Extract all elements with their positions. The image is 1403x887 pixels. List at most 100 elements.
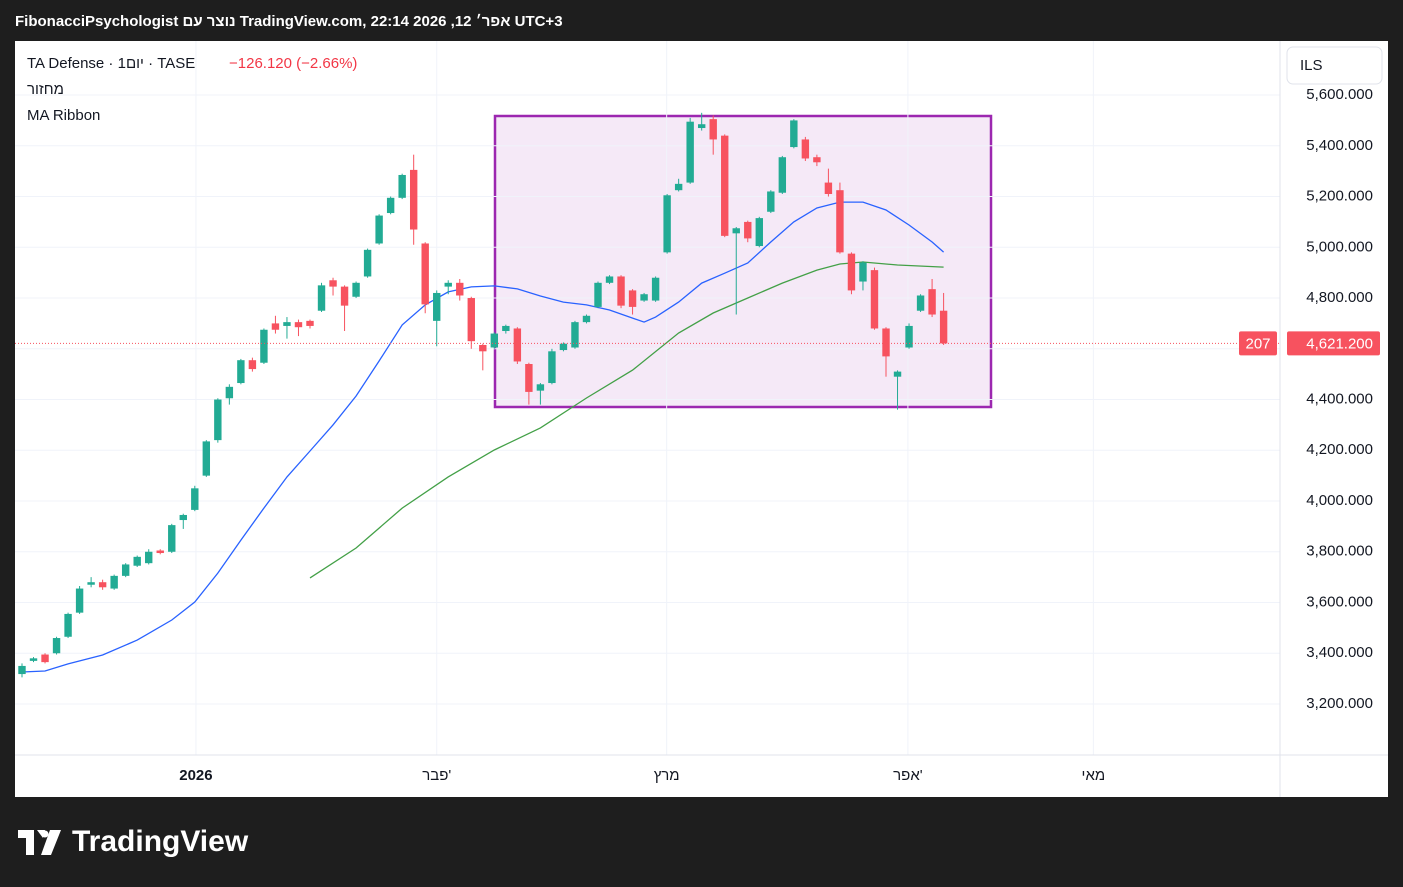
candle-body (456, 282, 464, 296)
candle-body (133, 556, 141, 566)
candle-body (98, 582, 107, 588)
candle-body (352, 282, 360, 297)
candle-body (801, 139, 810, 159)
candle-body (582, 315, 591, 323)
candle-body (260, 329, 268, 363)
price-box (1287, 331, 1380, 356)
x-tick-label: פבר' (422, 767, 451, 784)
candle-body (467, 298, 475, 342)
candle-body (790, 120, 798, 148)
candle-body (732, 228, 740, 234)
y-tick-label: 4,400.000 (1306, 390, 1373, 407)
logo: TradingView (18, 825, 249, 858)
candle-body (709, 119, 717, 140)
candle-body (121, 564, 130, 576)
candle-body (859, 262, 867, 282)
range-box (493, 114, 993, 409)
candle-body (110, 575, 118, 589)
candle-body (64, 613, 72, 637)
candle-body (490, 333, 499, 348)
candle-body (444, 282, 452, 287)
candle-body (225, 386, 234, 399)
candle-body (628, 290, 637, 307)
candle-body (75, 588, 84, 613)
x-tick-label: מאי (1082, 767, 1106, 784)
candle-body (548, 351, 556, 384)
currency-button[interactable] (1286, 46, 1383, 85)
symbol: TA Defense · 1יום · TASE (27, 55, 195, 72)
candle-body (409, 169, 418, 230)
candle-body (651, 277, 660, 301)
candle-body (824, 182, 833, 194)
candle-body (18, 665, 26, 675)
y-tick-label: 4,000.000 (1306, 492, 1373, 509)
candle-body (605, 276, 614, 283)
candle-body (744, 221, 752, 239)
y-tick-label: 5,200.000 (1306, 188, 1373, 205)
x-tick-label: 2026 (179, 767, 212, 784)
candle-body (145, 551, 153, 564)
candle-body (882, 328, 890, 357)
y-tick-label: 5,400.000 (1306, 137, 1373, 154)
x-tick-label: אפר' (893, 767, 923, 784)
last-price: 4,621.200 (1306, 335, 1373, 352)
candle-body (559, 343, 568, 351)
header: FibonacciPsychologist נוצר עם TradingVie… (15, 13, 563, 30)
indicator: מחזור (27, 81, 64, 98)
candle-body (755, 218, 763, 247)
logo-text: TradingView (72, 825, 249, 858)
candle-body (421, 243, 429, 305)
candle-body (41, 654, 49, 663)
y-tick-label: 3,200.000 (1306, 695, 1373, 712)
candle-body (513, 328, 522, 362)
candle-body (836, 190, 844, 253)
candle-body (191, 488, 199, 510)
y-tick-label: 4,800.000 (1306, 289, 1373, 306)
candle-body (386, 197, 395, 214)
candle-body (168, 525, 176, 552)
candle-body (179, 514, 187, 521)
candle-body (813, 157, 821, 163)
candle-body (525, 364, 533, 392)
candle-body (271, 323, 280, 330)
candle-body (317, 285, 326, 311)
candle-body (283, 322, 291, 326)
candle-body (536, 384, 545, 391)
y-tick-label: 4,200.000 (1306, 441, 1373, 458)
candle-body (329, 280, 337, 287)
currency[interactable]: ILS (1300, 57, 1323, 74)
candle-body (697, 124, 706, 129)
logo-icon (41, 830, 61, 855)
candle-body (479, 344, 487, 352)
y-tick-label: 3,800.000 (1306, 543, 1373, 560)
logo-icon (18, 830, 45, 855)
countdown-box (1239, 331, 1277, 356)
candle-body (363, 249, 372, 277)
candle-body (663, 195, 671, 253)
candle-body (248, 360, 257, 370)
candle-body (502, 325, 510, 332)
candle-body (893, 371, 902, 377)
candle-body (433, 292, 441, 321)
candle-body (87, 582, 95, 585)
x-tick-label: מרץ (654, 767, 680, 784)
countdown: 207 (1245, 335, 1270, 352)
candle-body (905, 325, 913, 348)
y-tick-label: 3,600.000 (1306, 593, 1373, 610)
candle-body (674, 183, 683, 191)
candle-body (721, 135, 729, 236)
candle-body (306, 320, 314, 326)
change: −126.120 (−2.66%) (229, 55, 357, 72)
y-tick-label: 3,400.000 (1306, 644, 1373, 661)
candle-body (847, 253, 856, 291)
candle-body (375, 215, 383, 244)
moving-average (21, 201, 945, 673)
candle-body (778, 157, 787, 193)
candle-body (594, 282, 602, 307)
y-tick-label: 5,600.000 (1306, 86, 1373, 103)
logo-icon (41, 830, 49, 838)
candle-body (928, 289, 936, 315)
candle-body (52, 638, 61, 654)
